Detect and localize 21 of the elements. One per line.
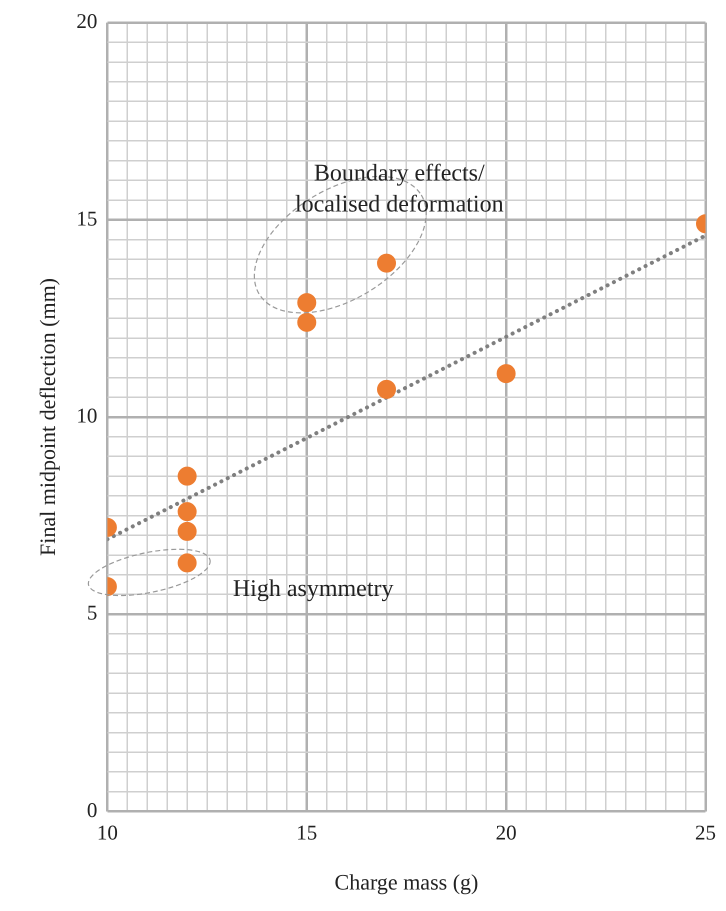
y-tick-label: 20 — [76, 9, 98, 34]
y-tick-label: 0 — [86, 798, 98, 822]
y-tick-label: 10 — [76, 404, 98, 428]
point — [297, 312, 316, 332]
y-axis-title: Final midpoint deflection (mm) — [34, 278, 60, 556]
point — [377, 380, 396, 399]
point — [496, 364, 516, 384]
x-tick-label: 25 — [695, 820, 716, 845]
point — [297, 293, 316, 312]
y-tick-label: 5 — [86, 600, 98, 625]
x-tick-label: 20 — [496, 820, 517, 845]
point — [178, 522, 197, 541]
point — [178, 502, 197, 522]
annotation: Boundary effects/ localised deformation — [294, 160, 504, 218]
x-tick-label: 15 — [296, 820, 318, 845]
x-axis-title: Charge mass (g) — [334, 870, 478, 895]
annotation: High asymmetry — [232, 576, 394, 602]
point — [178, 553, 197, 572]
y-tick-label: 15 — [76, 206, 98, 230]
point — [377, 254, 396, 273]
point — [178, 466, 197, 486]
